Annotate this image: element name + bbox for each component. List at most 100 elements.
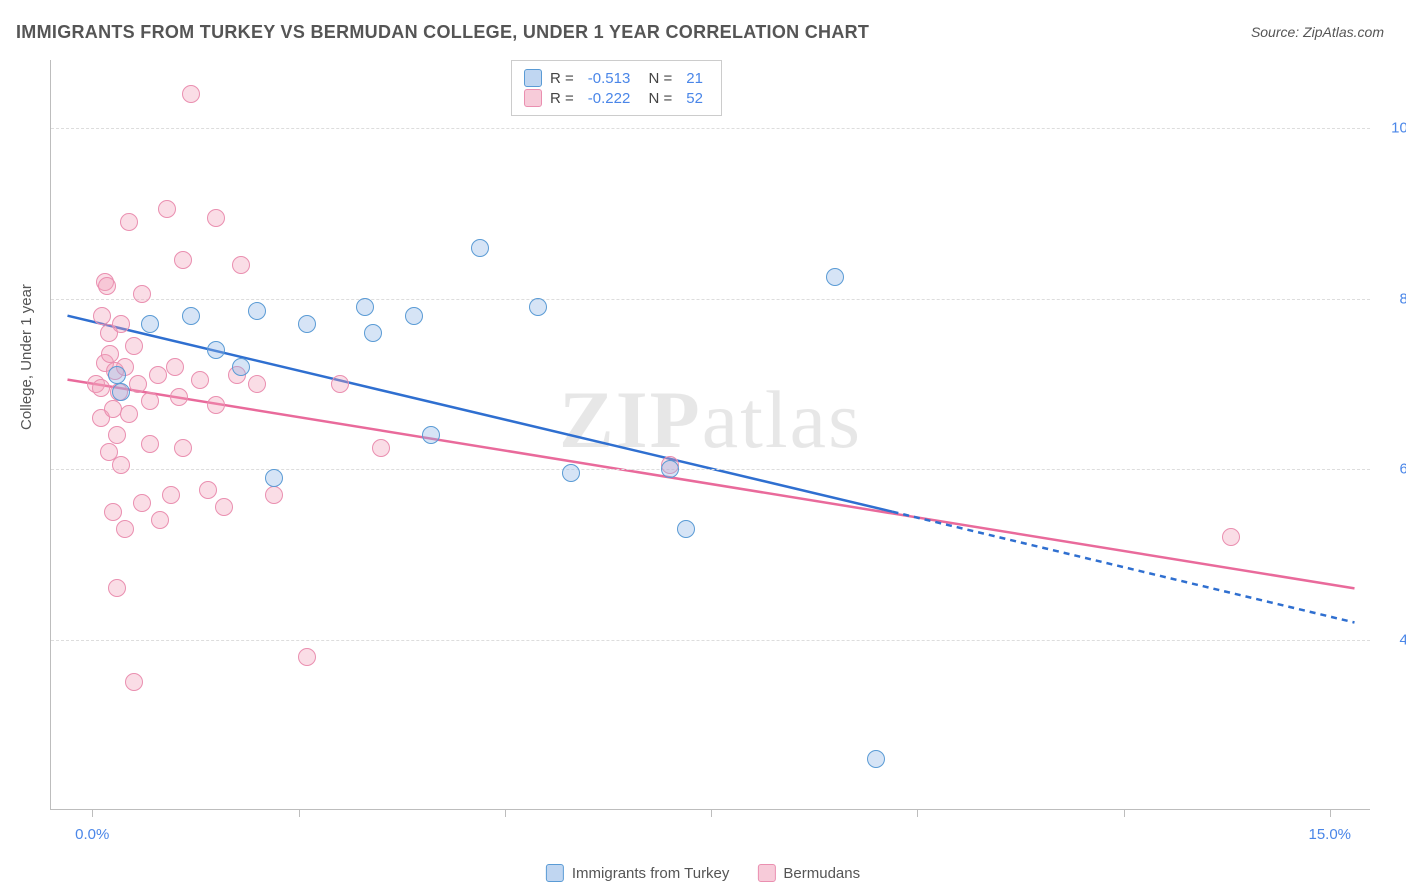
legend-item-bermudans: Bermudans (757, 864, 860, 882)
scatter-point (120, 213, 138, 231)
scatter-point (151, 511, 169, 529)
scatter-point (98, 277, 116, 295)
legend-n-label: N = (644, 70, 672, 87)
x-tick (299, 809, 300, 817)
scatter-point (101, 345, 119, 363)
scatter-point (104, 503, 122, 521)
x-tick-label: 15.0% (1308, 826, 1351, 843)
scatter-point (120, 405, 138, 423)
y-tick-label: 40.0% (1378, 631, 1406, 648)
gridline (51, 299, 1370, 300)
scatter-point (129, 375, 147, 393)
scatter-point (265, 486, 283, 504)
scatter-point (182, 307, 200, 325)
y-tick-label: 60.0% (1378, 461, 1406, 478)
legend-n-label: N = (644, 90, 672, 107)
scatter-point (133, 494, 151, 512)
x-tick (917, 809, 918, 817)
legend-r-label: R = (550, 70, 574, 87)
scatter-point (405, 307, 423, 325)
scatter-point (232, 256, 250, 274)
gridline (51, 640, 1370, 641)
scatter-point (170, 388, 188, 406)
x-tick (92, 809, 93, 817)
scatter-point (207, 396, 225, 414)
scatter-point (108, 579, 126, 597)
scatter-point (93, 307, 111, 325)
legend-r-value-bermudans: -0.222 (588, 90, 631, 107)
scatter-point (174, 439, 192, 457)
legend-label-bermudans: Bermudans (783, 865, 860, 882)
scatter-point (141, 315, 159, 333)
scatter-point (112, 383, 130, 401)
scatter-point (248, 375, 266, 393)
legend-n-value-bermudans: 52 (686, 90, 703, 107)
gridline (51, 128, 1370, 129)
x-tick (1330, 809, 1331, 817)
swatch-blue-icon (546, 864, 564, 882)
scatter-point (298, 648, 316, 666)
x-tick (1124, 809, 1125, 817)
scatter-point (112, 456, 130, 474)
scatter-point (422, 426, 440, 444)
scatter-point (125, 673, 143, 691)
scatter-point (112, 315, 130, 333)
legend-r-label: R = (550, 90, 574, 107)
scatter-point (141, 392, 159, 410)
regression-line (893, 512, 1355, 623)
scatter-point (141, 435, 159, 453)
scatter-point (661, 460, 679, 478)
y-axis-label: College, Under 1 year (18, 284, 35, 430)
y-tick-label: 80.0% (1378, 290, 1406, 307)
scatter-point (298, 315, 316, 333)
scatter-point (166, 358, 184, 376)
regression-line (68, 316, 893, 512)
scatter-point (104, 400, 122, 418)
plot-area: ZIPatlas R = -0.513 N = 21 R = -0.222 N … (50, 60, 1370, 810)
scatter-point (174, 251, 192, 269)
legend-item-turkey: Immigrants from Turkey (546, 864, 730, 882)
scatter-point (372, 439, 390, 457)
scatter-point (215, 498, 233, 516)
series-legend: Immigrants from Turkey Bermudans (546, 864, 860, 882)
scatter-point (207, 341, 225, 359)
correlation-legend: R = -0.513 N = 21 R = -0.222 N = 52 (511, 60, 722, 116)
scatter-point (826, 268, 844, 286)
scatter-point (1222, 528, 1240, 546)
swatch-pink-icon (757, 864, 775, 882)
scatter-point (356, 298, 374, 316)
regression-line (68, 380, 1355, 589)
scatter-point (162, 486, 180, 504)
chart-title: IMMIGRANTS FROM TURKEY VS BERMUDAN COLLE… (16, 22, 869, 43)
scatter-point (529, 298, 547, 316)
scatter-point (471, 239, 489, 257)
scatter-point (265, 469, 283, 487)
scatter-point (108, 426, 126, 444)
scatter-point (191, 371, 209, 389)
scatter-point (182, 85, 200, 103)
scatter-point (133, 285, 151, 303)
regression-lines-layer (51, 60, 1370, 809)
x-tick (505, 809, 506, 817)
legend-label-turkey: Immigrants from Turkey (572, 865, 730, 882)
source-attribution: Source: ZipAtlas.com (1251, 24, 1384, 40)
scatter-point (867, 750, 885, 768)
scatter-point (149, 366, 167, 384)
chart-container: IMMIGRANTS FROM TURKEY VS BERMUDAN COLLE… (0, 0, 1406, 892)
scatter-point (562, 464, 580, 482)
y-tick-label: 100.0% (1378, 120, 1406, 137)
scatter-point (677, 520, 695, 538)
scatter-point (207, 209, 225, 227)
scatter-point (364, 324, 382, 342)
scatter-point (331, 375, 349, 393)
scatter-point (199, 481, 217, 499)
legend-row-bermudans: R = -0.222 N = 52 (524, 89, 709, 107)
scatter-point (116, 520, 134, 538)
x-tick (711, 809, 712, 817)
scatter-point (108, 366, 126, 384)
scatter-point (92, 379, 110, 397)
scatter-point (232, 358, 250, 376)
legend-r-value-turkey: -0.513 (588, 70, 631, 87)
x-tick-label: 0.0% (75, 826, 109, 843)
swatch-pink-icon (524, 89, 542, 107)
